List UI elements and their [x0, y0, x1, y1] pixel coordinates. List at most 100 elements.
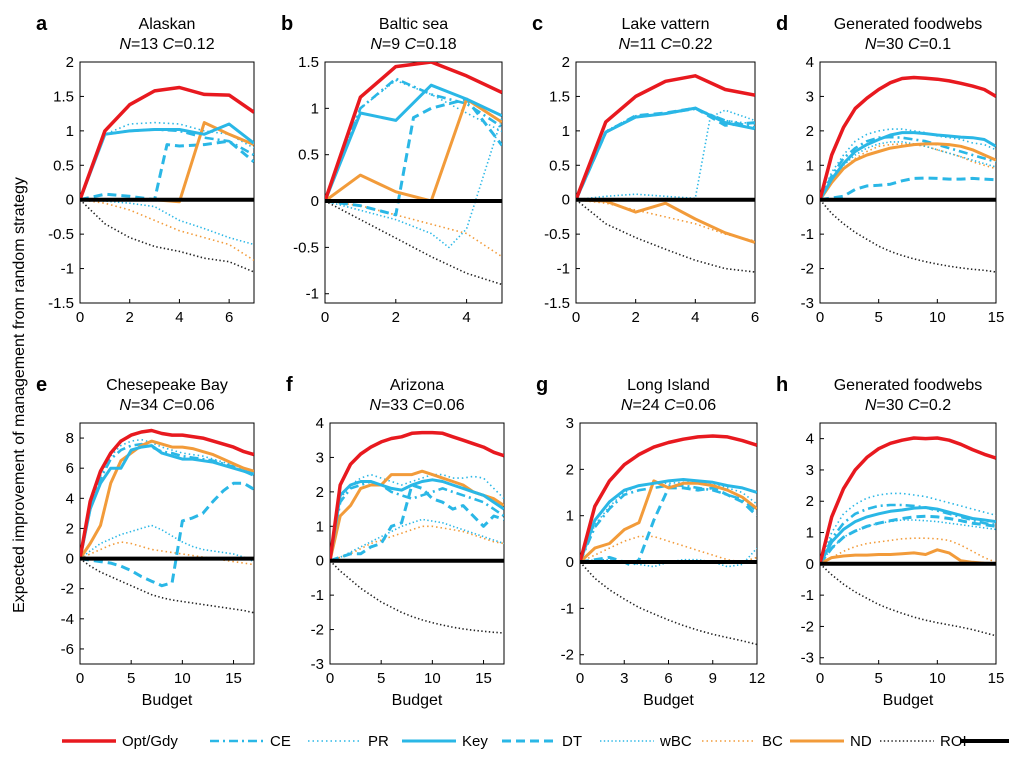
- series-line-key: [576, 106, 755, 201]
- series-line-key: [820, 131, 996, 201]
- series-line-dt: [80, 139, 254, 202]
- y-tick-label: 0: [562, 192, 570, 209]
- x-tick-label: 0: [76, 670, 84, 687]
- panel-f: f Arizona N=33 C=0.06 -3 -2 -1 0 1 2 3 4 0 5 10 15 Budg…: [286, 374, 505, 709]
- y-tick-label: 3: [316, 449, 324, 466]
- x-tick-label: 10: [929, 309, 946, 326]
- y-tick-label: 0: [806, 192, 814, 209]
- series-line-key: [325, 83, 502, 202]
- panel-subtitle: N=9 C=0.18: [370, 36, 456, 53]
- x-tick-label: 4: [691, 309, 699, 326]
- x-tick-label: 6: [225, 309, 233, 326]
- x-tick-label: 12: [749, 670, 766, 687]
- plot-frame: [79, 422, 255, 665]
- series-line-ce: [330, 480, 504, 561]
- panel-h: h Generated foodwebs N=30 C=0.2 -3 -2 -1 0 1 2 3 4…: [776, 374, 1004, 709]
- series-line-opt: [580, 434, 757, 563]
- y-tick-label: -1: [61, 261, 74, 278]
- series-group: [576, 74, 755, 273]
- series-line-nd: [820, 142, 996, 201]
- panels: a Alaskan N=13 C=0.12 -1.5 -1 -0.5 0 0.5 1 1.5 2 0 2…: [36, 13, 1004, 709]
- y-tick-label: -2: [311, 622, 324, 639]
- y-tick-label: 1.5: [298, 54, 319, 71]
- x-tick-label: 4: [175, 309, 183, 326]
- y-tick-label: 1: [316, 518, 324, 535]
- series-line-ce: [80, 128, 254, 201]
- series-line-opt: [820, 75, 996, 201]
- y-tick-label: 0: [806, 556, 814, 573]
- y-tick-label: -3: [801, 295, 814, 312]
- plot-frame: [324, 61, 503, 304]
- x-tick-label: 0: [576, 670, 584, 687]
- series-line-wbc: [80, 524, 254, 563]
- series-line-key: [80, 444, 254, 559]
- panel-letter: a: [36, 13, 48, 35]
- series-line-key: [330, 478, 504, 561]
- y-tick-label: 2: [562, 54, 570, 71]
- figure-y-axis-label: Expected improvement of management from …: [11, 177, 28, 613]
- y-tick-label: -6: [61, 641, 74, 658]
- x-tick-label: 6: [664, 670, 672, 687]
- y-tick-label: 2: [66, 520, 74, 537]
- series-line-dt: [80, 481, 254, 588]
- series-line-bc: [580, 535, 757, 563]
- series-line-nd: [325, 97, 502, 203]
- x-tick-label: 10: [174, 670, 191, 687]
- x-tick-label: 0: [816, 670, 824, 687]
- series-group: [820, 436, 996, 637]
- panel-title: Baltic sea: [379, 16, 448, 33]
- y-tick-label: 4: [316, 415, 324, 432]
- y-tick-label: -0.5: [48, 226, 74, 243]
- legend-label: BC: [762, 733, 783, 750]
- panel-c: c Lake vattern N=11 C=0.22 -1.5 -1 -0.5 0 0.5 1 1…: [532, 13, 759, 326]
- x-tick-label: 0: [76, 309, 84, 326]
- series-line-opt: [576, 74, 755, 201]
- series-line-wbc: [325, 117, 502, 249]
- series-group: [80, 428, 254, 614]
- y-tick-label: 2: [66, 54, 74, 71]
- panel-title: Lake vattern: [621, 16, 709, 33]
- panel-d: d Generated foodwebs N=30 C=0.1 -3 -2 -1 0 1 2 3 4…: [776, 13, 1004, 326]
- panel-letter: c: [532, 13, 543, 35]
- plot-frame: [79, 61, 255, 304]
- y-tick-label: 3: [806, 462, 814, 479]
- series-line-ce: [820, 135, 996, 201]
- series-line-bc: [820, 143, 996, 201]
- series-line-pr: [580, 481, 757, 563]
- x-tick-label: 5: [874, 309, 882, 326]
- legend-item-opt: Opt/Gdy: [62, 733, 178, 750]
- series-line-wbc: [330, 518, 504, 562]
- x-tick-label: 10: [929, 670, 946, 687]
- legend: Opt/Gdy CE PR Key DT wBC BC ND ROIRnd: [62, 733, 1009, 750]
- panel-subtitle: N=33 C=0.06: [369, 397, 464, 414]
- series-group: [80, 85, 254, 273]
- y-tick-label: -2: [801, 618, 814, 635]
- series-group: [325, 62, 502, 286]
- y-tick-label: 4: [806, 431, 814, 448]
- panel-title: Long Island: [627, 377, 710, 394]
- legend-item-pr: PR: [308, 733, 389, 750]
- legend-label: PR: [368, 733, 389, 750]
- y-tick-label: 1: [566, 508, 574, 525]
- panel-a: a Alaskan N=13 C=0.12 -1.5 -1 -0.5 0 0.5 1 1.5 2 0 2…: [36, 13, 255, 326]
- series-line-bc: [325, 200, 502, 258]
- y-tick-label: -4: [61, 611, 74, 628]
- series-line-roi: [820, 199, 996, 273]
- x-tick-label: 10: [424, 670, 441, 687]
- y-tick-label: -1.5: [544, 295, 570, 312]
- legend-item-dt: DT: [502, 733, 582, 750]
- legend-item-bc: BC: [702, 733, 783, 750]
- panel-subtitle: N=30 C=0.1: [865, 36, 951, 53]
- x-tick-label: 15: [988, 309, 1005, 326]
- x-axis-label: Budget: [643, 692, 694, 709]
- y-tick-label: -2: [801, 261, 814, 278]
- panel-title: Generated foodwebs: [834, 377, 983, 394]
- panel-title: Alaskan: [139, 16, 196, 33]
- series-group: [820, 75, 996, 273]
- y-tick-label: -0.5: [293, 239, 319, 256]
- y-tick-label: 0: [316, 553, 324, 570]
- panel-subtitle: N=24 C=0.06: [621, 397, 716, 414]
- x-tick-label: 6: [751, 309, 759, 326]
- series-line-opt: [330, 430, 504, 561]
